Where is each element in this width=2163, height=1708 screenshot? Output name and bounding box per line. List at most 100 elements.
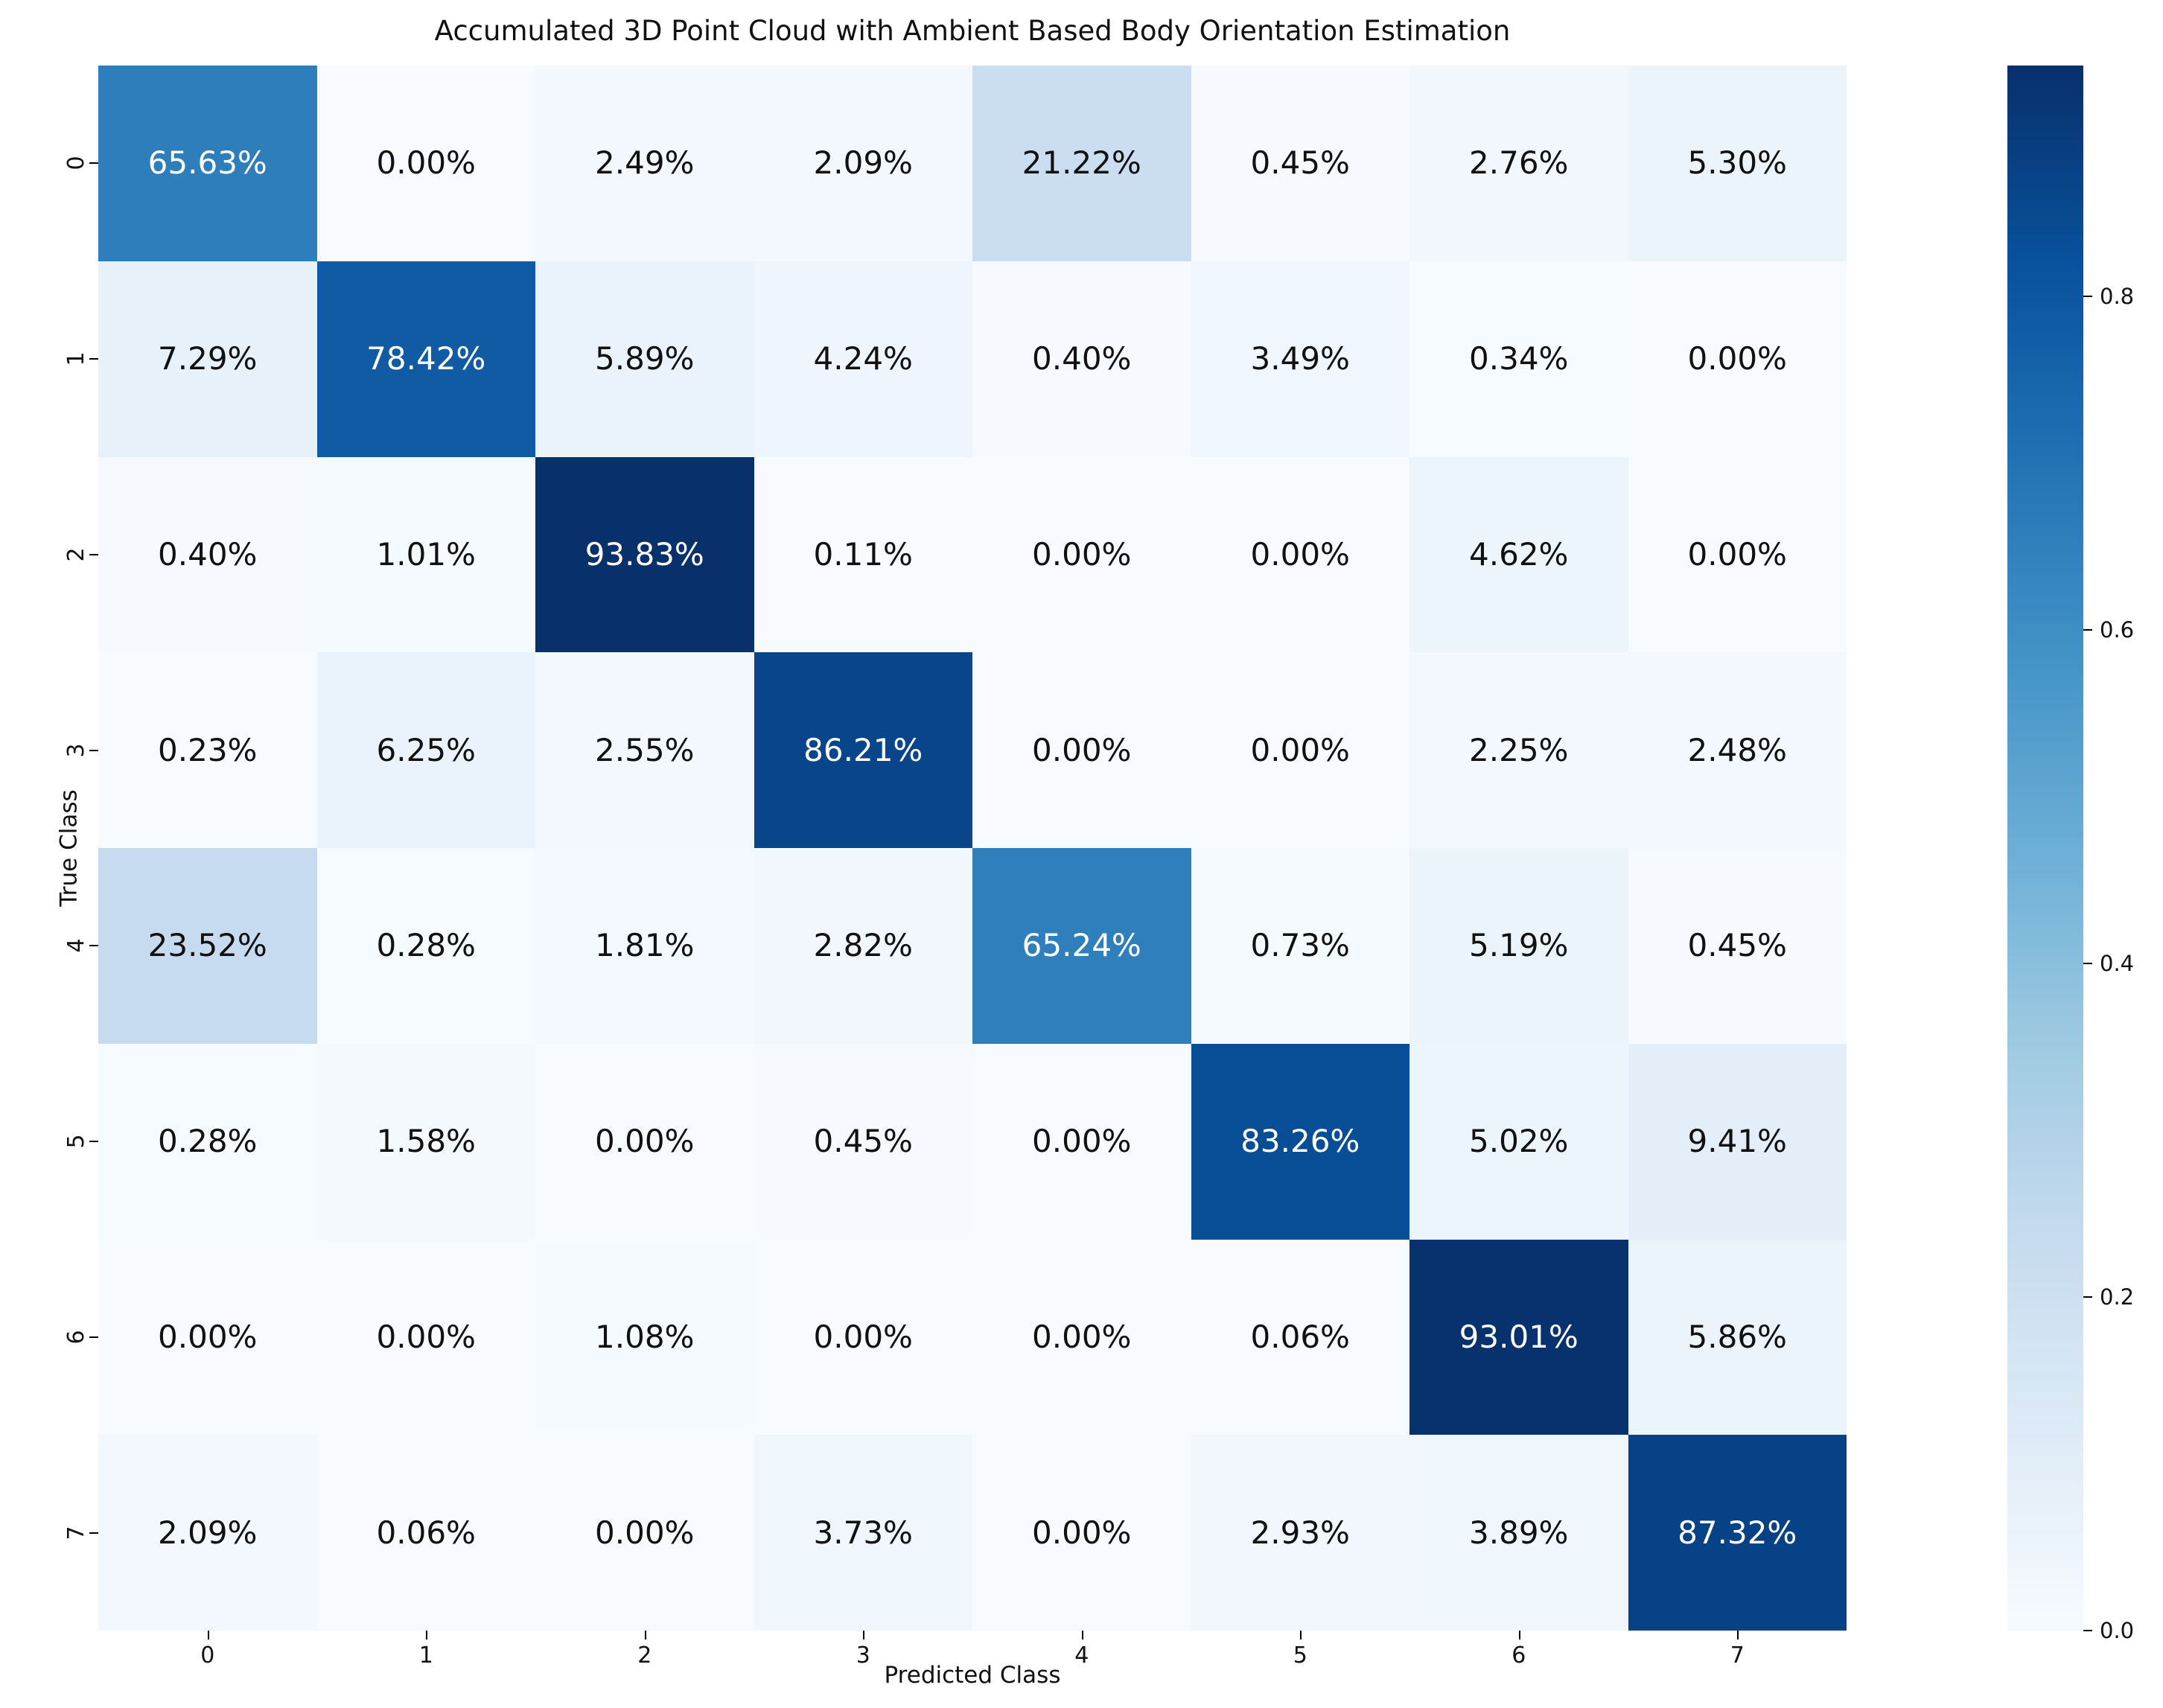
heatmap-cell: 1.81% — [535, 848, 754, 1044]
heatmap-cell: 2.25% — [1409, 652, 1628, 848]
x-axis-label: Predicted Class — [884, 1662, 1061, 1689]
colorbar-tick-mark — [2083, 962, 2092, 964]
x-tick-label: 5 — [1293, 1642, 1307, 1669]
heatmap-cell: 86.21% — [754, 652, 972, 848]
x-tick: 2 — [535, 1631, 754, 1675]
colorbar — [2007, 66, 2083, 1631]
x-tick: 6 — [1409, 1631, 1628, 1675]
x-tick-mark — [1518, 1631, 1520, 1640]
heatmap-cell: 4.62% — [1409, 456, 1628, 653]
y-tick: 2 — [52, 457, 98, 653]
x-tick-label: 1 — [418, 1642, 433, 1669]
heatmap-cell: 0.00% — [972, 1043, 1191, 1240]
y-tick-mark — [89, 553, 98, 555]
colorbar-tick-label: 0.8 — [2100, 283, 2135, 309]
y-tick-label: 1 — [63, 351, 89, 366]
heatmap-cell: 93.83% — [535, 456, 754, 653]
heatmap-cell: 0.28% — [98, 1043, 317, 1240]
x-tick-label: 2 — [637, 1642, 652, 1669]
heatmap-cell: 0.40% — [98, 456, 317, 653]
heatmap-cell: 2.76% — [1409, 66, 1628, 261]
heatmap-cell: 5.30% — [1628, 66, 1847, 261]
y-tick-label: 2 — [63, 547, 89, 562]
colorbar-tick-mark — [2083, 628, 2092, 631]
heatmap-cell: 1.58% — [316, 1043, 535, 1240]
heatmap-cell: 0.34% — [1409, 261, 1628, 457]
heatmap-cell: 0.06% — [1191, 1239, 1409, 1435]
heatmap-cell: 0.00% — [972, 1435, 1191, 1631]
y-tick-label: 3 — [63, 743, 89, 758]
y-tick-mark — [89, 1141, 98, 1143]
heatmap-cell: 0.73% — [1191, 848, 1409, 1044]
heatmap-cell: 1.08% — [535, 1239, 754, 1435]
heatmap-cell: 5.86% — [1628, 1239, 1847, 1435]
heatmap-cell: 23.52% — [98, 848, 317, 1044]
heatmap-cell: 78.42% — [316, 261, 535, 457]
x-tick-mark — [644, 1631, 646, 1640]
y-tick-mark — [89, 162, 98, 165]
heatmap-cell: 0.00% — [535, 1043, 754, 1240]
colorbar-tick-label: 0.0 — [2100, 1618, 2135, 1643]
heatmap-cell: 0.28% — [316, 848, 535, 1044]
x-tick-label: 4 — [1074, 1642, 1089, 1669]
y-tick: 7 — [52, 1435, 98, 1631]
colorbar-tick-label: 0.2 — [2100, 1284, 2135, 1310]
x-tick: 4 — [972, 1631, 1191, 1675]
heatmap-cell: 5.02% — [1409, 1043, 1628, 1240]
heatmap-cell: 2.09% — [98, 1435, 317, 1631]
heatmap-cell: 0.45% — [1628, 848, 1847, 1044]
heatmap-cell: 0.00% — [1191, 456, 1409, 653]
heatmap-cell: 83.26% — [1191, 1043, 1409, 1240]
colorbar-tick-label: 0.4 — [2100, 950, 2135, 976]
heatmap-cell: 0.45% — [1191, 66, 1409, 261]
heatmap-cell: 3.49% — [1191, 261, 1409, 457]
heatmap-cell: 2.49% — [535, 66, 754, 261]
heatmap-cell: 0.00% — [972, 456, 1191, 653]
x-tick: 3 — [754, 1631, 973, 1675]
heatmap-cell: 5.19% — [1409, 848, 1628, 1044]
x-tick-label: 3 — [856, 1642, 870, 1669]
y-tick-mark — [89, 358, 98, 360]
y-tick-mark — [89, 1336, 98, 1338]
x-tick-mark — [1737, 1631, 1739, 1640]
heatmap-cell: 5.89% — [535, 261, 754, 457]
colorbar-tick-mark — [2083, 1296, 2092, 1298]
heatmap-cell: 0.00% — [1628, 456, 1847, 653]
heatmap-cell: 0.00% — [535, 1435, 754, 1631]
heatmap-cell: 2.55% — [535, 652, 754, 848]
heatmap-cell: 3.73% — [754, 1435, 972, 1631]
y-axis-label: True Class — [55, 789, 83, 907]
heatmap-cell: 0.00% — [972, 1239, 1191, 1435]
y-tick-mark — [89, 1532, 98, 1534]
heatmap-cell: 0.23% — [98, 652, 317, 848]
heatmap-cell: 93.01% — [1409, 1239, 1628, 1435]
heatmap-cell: 0.00% — [972, 652, 1191, 848]
heatmap-cell: 2.48% — [1628, 652, 1847, 848]
chart-title: Accumulated 3D Point Cloud with Ambient … — [434, 15, 1511, 47]
y-tick-label: 6 — [63, 1330, 89, 1345]
colorbar-tick-labels: 0.0 0.2 0.4 0.6 0.8 — [2083, 66, 2163, 1643]
x-tick: 5 — [1191, 1631, 1410, 1675]
heatmap-cell: 87.32% — [1628, 1435, 1847, 1631]
heatmap-cell: 1.01% — [316, 456, 535, 653]
heatmap-cell: 0.45% — [754, 1043, 972, 1240]
y-tick-label: 5 — [63, 1134, 89, 1149]
heatmap-cell: 6.25% — [316, 652, 535, 848]
y-tick-label: 4 — [63, 938, 89, 953]
colorbar-tick-label: 0.6 — [2100, 616, 2135, 643]
heatmap-cell: 65.24% — [972, 848, 1191, 1044]
y-tick: 6 — [52, 1240, 98, 1435]
y-tick: 4 — [52, 848, 98, 1044]
heatmap-cell: 0.06% — [316, 1435, 535, 1631]
x-tick: 0 — [98, 1631, 317, 1675]
y-tick: 5 — [52, 1044, 98, 1240]
y-tick-mark — [89, 945, 98, 947]
heatmap-cell: 0.00% — [1191, 652, 1409, 848]
y-axis-ticks: 0 1 2 3 4 5 6 7 — [52, 66, 98, 1631]
heatmap-cell: 9.41% — [1628, 1043, 1847, 1240]
heatmap-cell: 2.82% — [754, 848, 972, 1044]
y-tick: 1 — [52, 261, 98, 457]
y-tick: 3 — [52, 652, 98, 848]
heatmap-cell: 0.40% — [972, 261, 1191, 457]
